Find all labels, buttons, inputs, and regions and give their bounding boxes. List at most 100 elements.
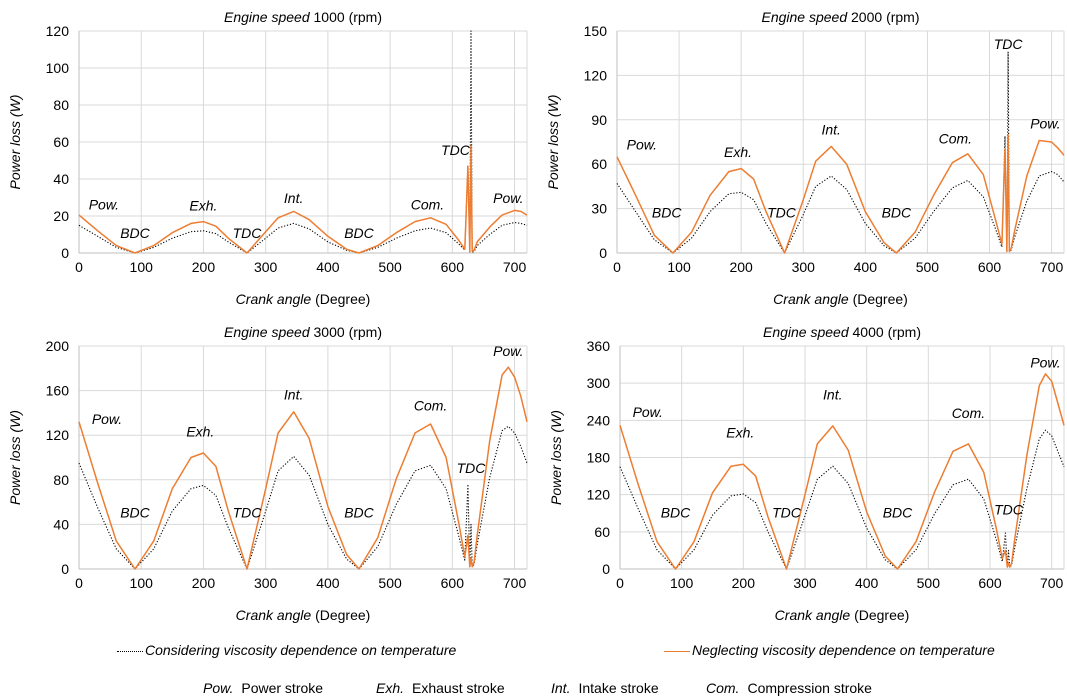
y-tick-label: 60 xyxy=(53,134,69,150)
chart-2: 0 100 200 300 400 500 600 700 0 30 60 90 120 150 Pow. B… xyxy=(545,9,1065,307)
x-tick-label: 500 xyxy=(917,575,941,591)
x-tick-label: 400 xyxy=(854,259,878,275)
legend-dotted: Considering viscosity dependence on temp… xyxy=(117,642,456,658)
stroke-annotation: TDC xyxy=(772,505,802,521)
x-tick-label: 0 xyxy=(75,259,83,275)
stroke-annotation: Pow. xyxy=(633,404,663,420)
x-tick-label: 100 xyxy=(130,259,154,275)
stroke-annotation: Pow. xyxy=(627,136,657,152)
legend-solid-swatch xyxy=(664,650,690,652)
x-tick-label: 600 xyxy=(978,575,1002,591)
stroke-annotation: TDC xyxy=(994,36,1024,52)
abbr-com-key: Com. xyxy=(706,680,740,696)
abbr-int-meaning: Intake stroke xyxy=(578,680,659,696)
chart-title-number: 1000 xyxy=(314,9,349,25)
chart-title-unit: (rpm) xyxy=(349,9,382,25)
x-tick-label: 300 xyxy=(254,259,278,275)
y-axis-label: Power loss (W) xyxy=(7,410,23,505)
y-tick-label: 80 xyxy=(53,472,69,488)
abbr-pow: Pow. Power stroke xyxy=(203,680,323,696)
stroke-annotation: BDC xyxy=(120,505,150,521)
y-tick-label: 240 xyxy=(587,412,611,428)
stroke-annotation: Pow. xyxy=(89,197,119,213)
y-axis-label: Power loss (W) xyxy=(545,95,561,190)
legend-dotted-swatch xyxy=(117,650,143,652)
series-considering-line xyxy=(619,429,1065,570)
x-axis-label: Crank angle (Degree) xyxy=(236,291,371,307)
chart-4: 0 100 200 300 400 500 600 700 0 60 120 180 240 300 360… xyxy=(548,324,1065,623)
stroke-annotation: TDC xyxy=(441,142,471,158)
stroke-annotation: BDC xyxy=(120,225,150,241)
chart-title: Engine speed 2000 (rpm) xyxy=(761,9,919,25)
chart-title-number: 2000 xyxy=(851,9,886,25)
y-tick-label: 0 xyxy=(61,561,69,577)
abbr-int: Int. Intake stroke xyxy=(551,680,659,696)
x-tick-label: 700 xyxy=(503,259,527,275)
stroke-annotation: Com. xyxy=(939,130,972,146)
stroke-annotation: Pow. xyxy=(1030,355,1060,371)
abbr-exh: Exh. Exhaust stroke xyxy=(376,680,505,696)
x-tick-label: 500 xyxy=(378,259,402,275)
y-tick-label: 200 xyxy=(46,338,70,354)
x-tick-label: 300 xyxy=(792,259,816,275)
y-tick-label: 40 xyxy=(53,516,69,532)
series-neglecting-line xyxy=(78,144,528,254)
chart-1: 0 100 200 300 400 500 600 700 0 20 40 60 80 100 120 Pow… xyxy=(7,9,528,307)
stroke-annotation: Pow. xyxy=(493,190,523,206)
x-tick-label: 600 xyxy=(978,259,1002,275)
stroke-annotation: Pow. xyxy=(92,411,122,427)
y-tick-label: 60 xyxy=(594,524,610,540)
legend-solid: Neglecting viscosity dependence on tempe… xyxy=(664,642,995,658)
x-axis-label-unit: (Degree) xyxy=(315,607,370,623)
abbr-exh-meaning: Exhaust stroke xyxy=(412,680,505,696)
stroke-annotation: BDC xyxy=(883,505,913,521)
series-considering-line xyxy=(78,425,528,570)
x-axis-label-unit: (Degree) xyxy=(854,607,909,623)
x-tick-label: 100 xyxy=(130,575,154,591)
x-axis-label-unit: (Degree) xyxy=(853,291,908,307)
x-tick-label: 400 xyxy=(316,259,340,275)
y-tick-label: 120 xyxy=(584,67,608,83)
abbr-int-key: Int. xyxy=(551,680,571,696)
x-tick-label: 0 xyxy=(616,575,624,591)
chart-title-unit: (rpm) xyxy=(888,324,921,340)
x-tick-label: 100 xyxy=(670,575,694,591)
y-tick-label: 180 xyxy=(587,450,611,466)
abbr-pow-meaning: Power stroke xyxy=(241,680,324,696)
legend-dotted-label: Considering viscosity dependence on temp… xyxy=(145,642,457,658)
stroke-annotation: Com. xyxy=(952,405,985,421)
x-axis-label: Crank angle (Degree) xyxy=(773,291,908,307)
chart-title-label: Engine speed xyxy=(763,324,853,340)
chart-title-number: 4000 xyxy=(853,324,888,340)
chart-title-label: Engine speed xyxy=(224,9,314,25)
x-tick-label: 600 xyxy=(441,259,465,275)
y-tick-label: 0 xyxy=(599,245,607,261)
stroke-annotation: BDC xyxy=(344,505,374,521)
x-tick-label: 700 xyxy=(1040,575,1064,591)
abbr-com-meaning: Compression stroke xyxy=(747,680,872,696)
stroke-annotation: TDC xyxy=(233,505,263,521)
y-tick-label: 90 xyxy=(591,112,607,128)
x-axis-label: Crank angle (Degree) xyxy=(775,607,910,623)
stroke-annotation: Int. xyxy=(821,122,840,138)
x-tick-label: 700 xyxy=(503,575,527,591)
x-axis-label-name: Crank angle xyxy=(236,607,315,623)
stroke-annotation: Int. xyxy=(284,387,303,403)
stroke-annotation: Exh. xyxy=(189,197,217,213)
y-tick-label: 0 xyxy=(602,561,610,577)
y-tick-label: 120 xyxy=(46,23,70,39)
x-tick-label: 500 xyxy=(916,259,940,275)
chart-3: 0 100 200 300 400 500 600 700 0 40 80 120 160 200 Pow.… xyxy=(7,324,528,623)
stroke-annotation: Exh. xyxy=(726,425,754,441)
y-tick-label: 360 xyxy=(587,338,611,354)
chart-title-label: Engine speed xyxy=(761,9,851,25)
y-tick-label: 40 xyxy=(53,171,69,187)
y-tick-label: 80 xyxy=(53,97,69,113)
x-axis-label: Crank angle (Degree) xyxy=(236,607,371,623)
stroke-annotation: Exh. xyxy=(724,144,752,160)
stroke-annotation: Com. xyxy=(411,197,444,213)
y-tick-label: 30 xyxy=(591,201,607,217)
abbr-pow-key: Pow. xyxy=(203,680,234,696)
abbr-com: Com. Compression stroke xyxy=(706,680,872,696)
